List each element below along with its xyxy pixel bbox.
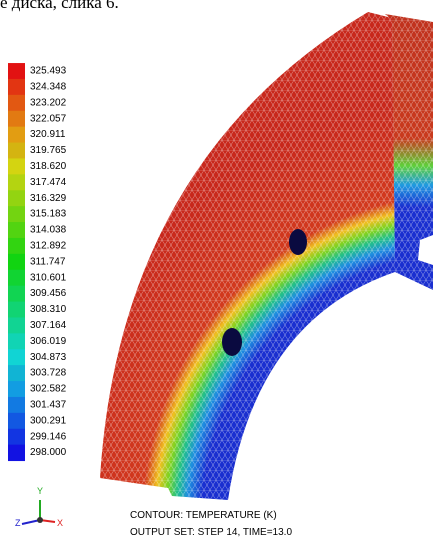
caption: е диска, слика 6.: [0, 0, 119, 12]
legend-label: 298.000: [30, 447, 67, 458]
legend-label: 311.747: [30, 256, 66, 267]
legend-swatch: [8, 365, 25, 381]
legend-swatch: [8, 206, 25, 222]
legend-swatch: [8, 63, 25, 79]
legend-swatch: [8, 79, 25, 95]
legend-swatch: [8, 111, 25, 127]
hole: [289, 229, 307, 255]
axis-y: Y: [37, 486, 43, 496]
hole: [222, 328, 242, 356]
axis-z: Z: [15, 518, 21, 528]
axis-x: X: [57, 518, 63, 528]
legend-swatch: [8, 143, 25, 159]
legend-swatch: [8, 95, 25, 111]
legend-label: 319.765: [30, 145, 67, 156]
legend-swatch: [8, 254, 25, 270]
legend-label: 325.493: [30, 66, 67, 77]
legend-swatch: [8, 270, 25, 286]
legend-swatch: [8, 349, 25, 365]
legend-label: 316.329: [30, 193, 67, 204]
screenshot: е диска, слика 6. 325.493324.348323.2023…: [0, 0, 433, 540]
footer-output: OUTPUT SET: STEP 14, TIME=13.0: [130, 527, 292, 538]
legend-label: 320.911: [30, 129, 66, 140]
legend-label: 300.291: [30, 415, 67, 426]
legend-label: 304.873: [30, 352, 67, 363]
legend-label: 310.601: [30, 272, 67, 283]
legend-label: 323.202: [30, 97, 67, 108]
legend-swatch: [8, 413, 25, 429]
legend-swatch: [8, 445, 25, 461]
legend: 325.493 324.348 323.202 322.057 320.911 319.7…: [8, 63, 67, 461]
legend-swatch: [8, 381, 25, 397]
footer-contour: CONTOUR: TEMPERATURE (K): [130, 510, 277, 521]
legend-swatch: [8, 429, 25, 445]
legend-swatch: [8, 174, 25, 190]
legend-swatch: [8, 302, 25, 318]
model: [100, 12, 433, 500]
legend-swatch: [8, 397, 25, 413]
legend-label: 307.164: [30, 320, 67, 331]
legend-swatch: [8, 222, 25, 238]
legend-label: 312.892: [30, 241, 67, 252]
legend-label: 301.437: [30, 400, 67, 411]
legend-label: 324.348: [30, 82, 67, 93]
legend-swatch: [8, 158, 25, 174]
legend-label: 318.620: [30, 161, 67, 172]
legend-label: 308.310: [30, 304, 67, 315]
legend-label: 314.038: [30, 225, 67, 236]
legend-label: 302.582: [30, 384, 67, 395]
legend-swatch: [8, 238, 25, 254]
legend-swatch: [8, 333, 25, 349]
triad: Y Z X: [15, 486, 63, 528]
legend-swatch: [8, 190, 25, 206]
legend-swatch: [8, 317, 25, 333]
legend-label: 306.019: [30, 336, 67, 347]
legend-label: 299.146: [30, 431, 67, 442]
legend-label: 303.728: [30, 368, 67, 379]
legend-label: 317.474: [30, 177, 67, 188]
legend-label: 309.456: [30, 288, 67, 299]
legend-label: 322.057: [30, 113, 67, 124]
legend-label: 315.183: [30, 209, 67, 220]
front-mesh: [100, 12, 395, 500]
legend-swatch: [8, 286, 25, 302]
legend-swatch: [8, 127, 25, 143]
